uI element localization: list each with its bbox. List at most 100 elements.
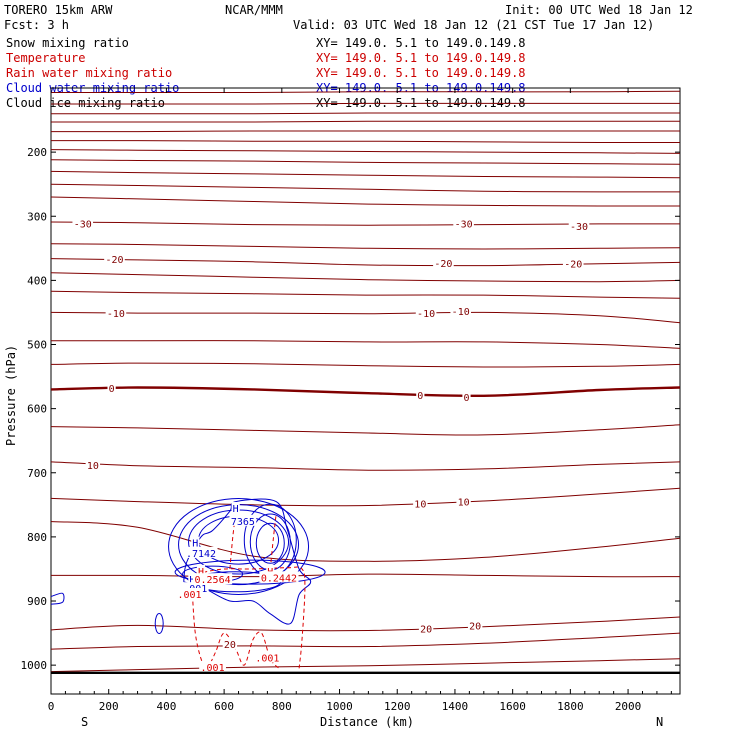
temperature-contour bbox=[50, 102, 680, 105]
temperature-contour bbox=[50, 290, 681, 299]
cloud-water-label: H bbox=[233, 504, 239, 515]
temperature-contour-label-bg bbox=[72, 217, 94, 229]
temperature-contour bbox=[50, 183, 681, 193]
rain-water-label-bg bbox=[196, 564, 206, 576]
temperature-contour-label: 10 bbox=[87, 461, 99, 472]
temperature-contour-label: -30 bbox=[455, 219, 473, 230]
field-xy-rain: XY= 149.0. 5.1 to 149.0.149.8 bbox=[316, 66, 526, 80]
cloud-water-contour bbox=[174, 559, 326, 585]
temperature-contour bbox=[50, 258, 681, 267]
temperature-contour-label-bg bbox=[413, 497, 428, 509]
temperature-contour bbox=[50, 573, 681, 578]
x-tick-label: 2000 bbox=[615, 700, 642, 713]
temperature-contour-label-bg bbox=[462, 391, 471, 403]
temperature-contour bbox=[50, 149, 681, 154]
temperature-contour bbox=[50, 362, 681, 368]
cloud-water-label-bg bbox=[188, 573, 197, 585]
x-axis-ticks: 0 200 400 600 800 1000 1200 1400 1600 1800 2000 bbox=[48, 88, 672, 713]
y-tick-label: 600 bbox=[27, 403, 47, 416]
temperature-contour-label-bg bbox=[222, 637, 238, 649]
temperature-contour bbox=[50, 521, 681, 562]
temperature-contour-label: 0 bbox=[463, 393, 469, 404]
y-axis-title: Pressure (hPa) bbox=[4, 345, 18, 446]
x-tick-label: 1800 bbox=[557, 700, 584, 713]
temperature-contour-label-bg bbox=[85, 459, 101, 471]
rain-water-label: .001 bbox=[201, 663, 225, 674]
contour-labels: -30 -30 -30 -20 -20 -20 -10 -10 -10 0 0 0 10 10 10 20 20… bbox=[72, 217, 590, 674]
temperature-contours bbox=[50, 90, 681, 673]
cloud-water-contour bbox=[255, 522, 285, 564]
x-tick-label: 200 bbox=[99, 700, 119, 713]
cloud-water-label-bg bbox=[191, 536, 200, 548]
cloud-water-contour bbox=[50, 592, 65, 605]
temperature-contour-label-bg bbox=[105, 307, 127, 319]
y-tick-label: 800 bbox=[27, 531, 47, 544]
temperature-contour bbox=[50, 632, 681, 650]
rain-water-label: 0.2442 bbox=[261, 573, 297, 584]
cloud-water-contour bbox=[168, 498, 310, 596]
rain-water-label-bg bbox=[199, 661, 226, 673]
x-tick-label: 800 bbox=[272, 700, 292, 713]
temperature-contour-label-bg bbox=[433, 257, 454, 269]
cloud-water-contour bbox=[154, 612, 164, 634]
rain-water-contour bbox=[191, 594, 280, 669]
temperature-contour-label-bg bbox=[415, 307, 437, 319]
y-tick-label: 900 bbox=[27, 595, 47, 608]
temperature-contour-label: -20 bbox=[434, 259, 452, 270]
temperature-contour-label: -20 bbox=[105, 255, 123, 266]
temperature-contour-label-bg bbox=[568, 219, 590, 231]
temperature-contour-label: 20 bbox=[469, 621, 481, 632]
temperature-contour-label-bg bbox=[104, 253, 125, 265]
center-title: NCAR/MMM bbox=[225, 3, 283, 17]
temperature-contour-label: 20 bbox=[420, 625, 432, 636]
temperature-contour-label-bg bbox=[456, 495, 471, 507]
cloud-water-label-bg bbox=[181, 582, 209, 594]
temperature-contour-label-bg bbox=[107, 382, 116, 394]
rain-water-label: 0.2564 bbox=[195, 575, 231, 586]
field-legend: Snow mixing ratio XY= 149.0. 5.1 to 149.… bbox=[6, 36, 526, 110]
rain-water-contour bbox=[269, 514, 277, 570]
cloud-water-label-bg bbox=[184, 546, 218, 558]
cloud-water-label: .7142 bbox=[186, 549, 216, 560]
temperature-contour-label: -10 bbox=[417, 309, 435, 320]
cloud-water-envelope bbox=[183, 498, 312, 625]
temperature-contour-label: 10 bbox=[458, 498, 470, 509]
rain-water-label-bg bbox=[259, 571, 299, 583]
temperature-contour bbox=[50, 340, 681, 349]
field-xy-snow: XY= 149.0. 5.1 to 149.0.149.8 bbox=[316, 36, 526, 50]
x-tick-label: 1400 bbox=[442, 700, 469, 713]
temperature-contour bbox=[50, 140, 681, 144]
field-label-cloud-ice: Cloud ice mixing ratio bbox=[6, 96, 165, 110]
temperature-contour-label: 0 bbox=[417, 391, 423, 402]
y-tick-label: 500 bbox=[27, 339, 47, 352]
rain-water-label-bg bbox=[253, 651, 281, 663]
temperature-contour bbox=[50, 487, 681, 507]
temperature-contour bbox=[50, 424, 681, 436]
rain-water-label-bg bbox=[192, 573, 233, 585]
temperature-contour-label: -30 bbox=[74, 219, 92, 230]
temperature-contour-label: 10 bbox=[414, 500, 426, 511]
temperature-contour bbox=[50, 461, 681, 471]
x-tick-label: 1200 bbox=[384, 700, 411, 713]
y-tick-label: 300 bbox=[27, 210, 47, 223]
y-tick-label: 400 bbox=[27, 274, 47, 287]
temperature-contour-label-bg bbox=[450, 305, 472, 317]
model-title: TORERO 15km ARW bbox=[4, 3, 113, 17]
temperature-contour-label: -20 bbox=[564, 260, 582, 271]
temperature-contour bbox=[50, 90, 681, 94]
temperature-contour bbox=[50, 658, 681, 673]
cloud-water-label-bg bbox=[229, 514, 257, 526]
forecast-hour: Fcst: 3 h bbox=[4, 18, 69, 32]
temperature-contour-label: -30 bbox=[570, 222, 588, 233]
temperature-contour bbox=[50, 221, 681, 226]
x-tick-label: 1000 bbox=[326, 700, 353, 713]
temperature-contour bbox=[50, 196, 681, 207]
field-label-snow: Snow mixing ratio bbox=[6, 36, 129, 50]
temperature-contour-label: 20 bbox=[224, 640, 236, 651]
temperature-contour bbox=[50, 311, 681, 324]
x-axis-title: Distance (km) bbox=[320, 715, 414, 729]
temperature-contour bbox=[50, 170, 681, 179]
x-tick-label: 400 bbox=[156, 700, 176, 713]
